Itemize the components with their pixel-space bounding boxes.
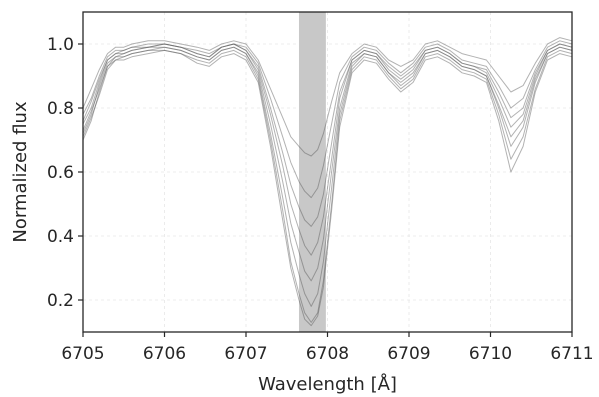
x-tick-label: 6706 bbox=[143, 344, 186, 364]
spectrum-line-4 bbox=[82, 40, 573, 199]
y-tick-label: 0.8 bbox=[47, 99, 74, 119]
y-axis: 0.2 0.4 0.6 0.8 1.0 bbox=[47, 35, 83, 311]
spectrum-line-7 bbox=[82, 49, 573, 327]
spectrum-line-8 bbox=[82, 43, 573, 227]
x-tick-label: 6709 bbox=[387, 344, 430, 364]
x-tick-label: 6705 bbox=[61, 344, 104, 364]
y-tick-label: 0.2 bbox=[47, 291, 74, 311]
spectrum-line-6 bbox=[82, 37, 573, 157]
y-tick-label: 0.6 bbox=[47, 163, 74, 183]
x-tick-label: 6707 bbox=[224, 344, 267, 364]
x-tick-label: 6710 bbox=[469, 344, 512, 364]
x-tick-label: 6708 bbox=[306, 344, 349, 364]
grid-lines bbox=[82, 12, 573, 332]
x-tick-label: 6711 bbox=[550, 344, 593, 364]
x-axis-label: Wavelength [Å] bbox=[258, 373, 397, 395]
spectrum-line-1 bbox=[82, 46, 573, 307]
shaded-band bbox=[298, 12, 326, 332]
spectrum-line-5 bbox=[82, 46, 573, 282]
y-tick-label: 1.0 bbox=[47, 35, 74, 55]
y-axis-label: Normalized flux bbox=[10, 101, 31, 243]
x-axis: 6705 6706 6707 6708 6709 6710 6711 bbox=[61, 332, 594, 364]
spectra-lines bbox=[82, 37, 573, 327]
spectrum-line-2 bbox=[82, 43, 573, 256]
spectrum-line-3 bbox=[82, 49, 573, 323]
y-tick-label: 0.4 bbox=[47, 227, 74, 247]
